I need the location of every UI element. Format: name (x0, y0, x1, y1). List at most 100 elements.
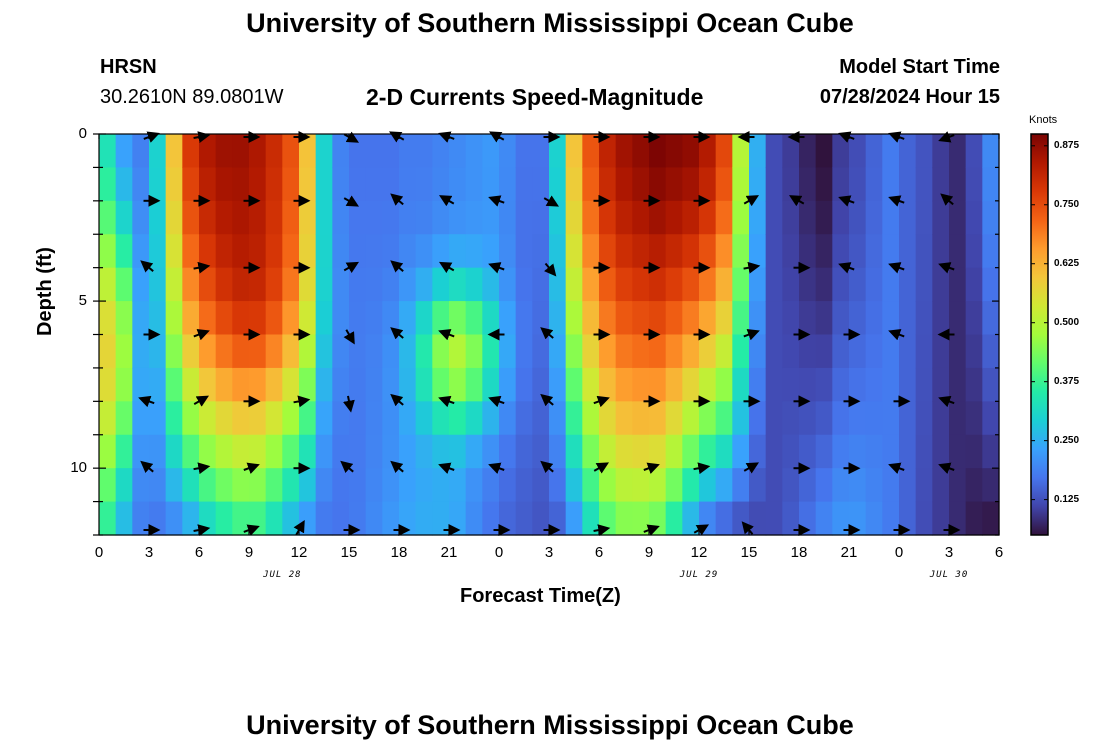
heatmap-cell (665, 367, 683, 402)
x-tick-label: 9 (644, 544, 654, 561)
heatmap-cell (465, 134, 483, 169)
heatmap-cell (265, 334, 283, 369)
heatmap-cell (982, 167, 1000, 202)
heatmap-cell (165, 367, 183, 402)
heatmap-cell (482, 401, 500, 436)
heatmap-cell (632, 301, 650, 336)
heatmap-cell (99, 167, 117, 202)
heatmap-cell (582, 301, 600, 336)
heatmap-cell (132, 334, 150, 369)
heatmap-cell (315, 468, 333, 503)
heatmap-cell (932, 401, 950, 436)
heatmap-cell (649, 267, 667, 302)
heatmap-cell (599, 301, 617, 336)
heatmap-cell (132, 200, 150, 235)
heatmap-cell (382, 134, 400, 169)
heatmap-cell (382, 234, 400, 269)
heatmap-cell (749, 267, 767, 302)
heatmap-cell (165, 167, 183, 202)
heatmap-cell (749, 334, 767, 369)
current-vector-arrow (343, 329, 355, 345)
heatmap-cell (549, 234, 567, 269)
y-axis-label: Depth (ft) (34, 247, 56, 336)
heatmap-cell (132, 301, 150, 336)
heatmap-cell (815, 200, 833, 235)
heatmap-cell (965, 267, 983, 302)
date-label: JUL 29 (679, 570, 719, 580)
heatmap-cell (765, 468, 783, 503)
heatmap-cell (365, 501, 383, 536)
heatmap-cell (349, 401, 367, 436)
heatmap-cell (549, 200, 567, 235)
heatmap-cell (715, 334, 733, 369)
heatmap-cell (149, 434, 167, 469)
heatmap-cell (315, 301, 333, 336)
heatmap-cell (232, 134, 250, 169)
heatmap-cell (432, 501, 450, 536)
heatmap-cell (932, 200, 950, 235)
heatmap-cell (249, 167, 267, 202)
heatmap-cell (199, 434, 217, 469)
heatmap-cell (849, 200, 867, 235)
heatmap-cell (949, 267, 967, 302)
heatmap-cell (532, 367, 550, 402)
heatmap-cell (682, 167, 700, 202)
heatmap-cell (149, 334, 167, 369)
heatmap-cell (315, 234, 333, 269)
heatmap-cell (499, 301, 517, 336)
heatmap-cell (365, 401, 383, 436)
heatmap-cell (132, 234, 150, 269)
current-vector-arrow (138, 395, 155, 408)
heatmap-cell (732, 200, 750, 235)
heatmap-cell (332, 200, 350, 235)
x-tick-label: 6 (194, 544, 204, 561)
heatmap-cell (199, 401, 217, 436)
heatmap-cell (665, 200, 683, 235)
heatmap-cell (565, 468, 583, 503)
heatmap-cell (549, 367, 567, 402)
heatmap-cell (782, 301, 800, 336)
heatmap-cell (899, 234, 917, 269)
heatmap-cell (715, 401, 733, 436)
heatmap-cell (849, 334, 867, 369)
heatmap-cell (665, 167, 683, 202)
current-vector-arrow (488, 195, 505, 207)
heatmap-cell (682, 234, 700, 269)
heatmap-cell (499, 234, 517, 269)
heatmap-cell (899, 134, 917, 169)
heatmap-cell (432, 234, 450, 269)
heatmap-cell (599, 401, 617, 436)
heatmap-cell (965, 468, 983, 503)
heatmap-cell (332, 367, 350, 402)
heatmap-cell (132, 134, 150, 169)
x-axis-label: Forecast Time(Z) (460, 585, 621, 607)
heatmap-cell (282, 301, 300, 336)
heatmap-cell (799, 367, 817, 402)
heatmap-cell (149, 401, 167, 436)
heatmap-cell (615, 501, 633, 536)
heatmap-cell (932, 134, 950, 169)
heatmap-cell (832, 301, 850, 336)
heatmap-cell (949, 401, 967, 436)
heatmap-cell (465, 234, 483, 269)
heatmap-cell (549, 401, 567, 436)
heatmap-cell (515, 501, 533, 536)
heatmap-cell (499, 134, 517, 169)
heatmap-cell (465, 301, 483, 336)
heatmap-cell (765, 401, 783, 436)
heatmap-cell (749, 468, 767, 503)
current-vector-arrow (293, 395, 311, 408)
heatmap-cell (465, 401, 483, 436)
heatmap-cell (782, 468, 800, 503)
current-vector-arrow (593, 462, 610, 474)
current-vector-arrow (140, 460, 154, 474)
heatmap-cell (365, 367, 383, 402)
heatmap-cell (415, 167, 433, 202)
heatmap-cell (832, 501, 850, 536)
heatmap-cell (615, 367, 633, 402)
heatmap-cell (249, 334, 267, 369)
heatmap-cell (282, 234, 300, 269)
heatmap-cell (665, 134, 683, 169)
heatmap-cell (749, 234, 767, 269)
heatmap-cell (749, 134, 767, 169)
